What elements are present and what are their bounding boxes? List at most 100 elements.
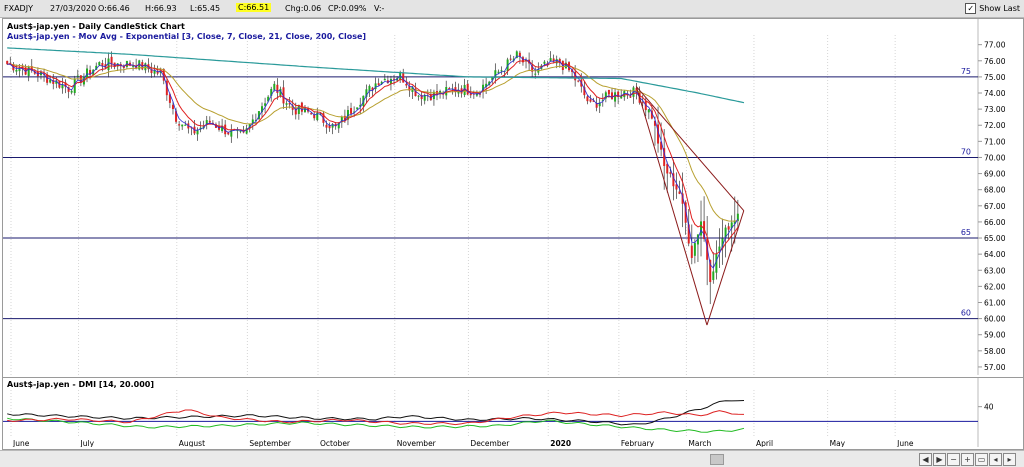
scroll-left-button[interactable]: ◀ xyxy=(919,453,932,466)
candle-up xyxy=(107,58,110,71)
horizontal-line-label: 65 xyxy=(961,228,971,237)
candle-up xyxy=(693,243,696,256)
candle-down xyxy=(678,191,681,194)
price-chart[interactable]: Aust$-jap.yen - Daily CandleStick Chart … xyxy=(3,19,1021,375)
candle-down xyxy=(224,124,227,135)
price-tick-label: 65.00 xyxy=(984,234,1006,243)
candle-up xyxy=(423,94,426,101)
candle-down xyxy=(350,108,353,114)
x-tick-label: June xyxy=(12,439,30,447)
candle-up xyxy=(620,95,623,99)
candle-up xyxy=(270,88,273,96)
x-tick-label: February xyxy=(621,439,655,447)
candle-down xyxy=(571,69,574,72)
candle-up xyxy=(623,91,626,98)
candle-up xyxy=(534,73,537,75)
price-tick-label: 72.00 xyxy=(984,121,1006,130)
candle-up xyxy=(340,116,343,123)
candle-up xyxy=(718,246,721,252)
candle-up xyxy=(715,253,718,273)
candle-up xyxy=(439,91,442,94)
candle-down xyxy=(635,88,638,93)
price-tick-label: 76.00 xyxy=(984,57,1006,66)
horizontal-scrollbar[interactable]: ◀ ▶ − + ▭ ◂ ▸ xyxy=(0,450,1024,467)
price-tick-label: 67.00 xyxy=(984,202,1006,211)
candle-up xyxy=(331,124,334,128)
candle-up xyxy=(564,62,567,69)
dmi-chart[interactable]: Aust$-jap.yen - DMI [14, 20.000] 40 June J… xyxy=(3,378,1021,448)
candle-down xyxy=(6,60,9,65)
candle-down xyxy=(408,85,411,91)
candle-up xyxy=(555,59,558,64)
trendline xyxy=(635,86,745,211)
candle-up xyxy=(61,84,64,89)
candle-up xyxy=(721,238,724,248)
candle-up xyxy=(199,127,202,130)
x-tick-label: July xyxy=(80,439,95,447)
candle-down xyxy=(310,113,313,115)
fit-button[interactable]: ▭ xyxy=(975,453,988,466)
candle-down xyxy=(586,96,589,102)
price-tick-label: 66.00 xyxy=(984,218,1006,227)
candle-down xyxy=(30,66,33,71)
show-last-checkbox[interactable]: ✓ xyxy=(965,3,977,14)
page-right-button[interactable]: ▸ xyxy=(1003,453,1016,466)
scrollbar-thumb[interactable] xyxy=(710,454,724,465)
scroll-right-button[interactable]: ▶ xyxy=(933,453,946,466)
price-tick-label: 58.00 xyxy=(984,347,1006,356)
candle-down xyxy=(227,132,230,135)
candle-down xyxy=(110,56,113,65)
candle-down xyxy=(328,125,331,129)
x-tick-label: November xyxy=(397,439,437,447)
candle-up xyxy=(604,92,607,99)
candle-down xyxy=(104,64,107,68)
candle-down xyxy=(178,124,181,126)
candle-down xyxy=(113,62,116,68)
dmi-tick-label: 40 xyxy=(984,403,994,412)
candle-down xyxy=(641,102,644,104)
candle-down xyxy=(607,89,610,95)
candle-down xyxy=(208,120,211,123)
candle-down xyxy=(558,58,561,64)
candle-down xyxy=(531,65,534,72)
candle-up xyxy=(76,75,79,77)
candle-down xyxy=(448,88,451,90)
price-panel[interactable]: Aust$-jap.yen - Daily CandleStick Chart … xyxy=(2,18,1024,378)
zoom-in-button[interactable]: + xyxy=(961,453,974,466)
candle-down xyxy=(175,111,178,122)
candle-down xyxy=(288,102,291,105)
candle-up xyxy=(279,88,282,96)
candle-down xyxy=(552,58,555,62)
candle-down xyxy=(393,78,396,80)
candle-up xyxy=(700,221,703,236)
price-tick-label: 57.00 xyxy=(984,363,1006,372)
show-last-toggle[interactable]: ✓ Show Last xyxy=(965,3,1020,14)
price-tick-label: 69.00 xyxy=(984,170,1006,179)
price-tick-label: 68.00 xyxy=(984,186,1006,195)
candle-up xyxy=(543,61,546,64)
candle-down xyxy=(402,73,405,83)
zoom-out-button[interactable]: − xyxy=(947,453,960,466)
page-left-button[interactable]: ◂ xyxy=(989,453,1002,466)
candle-down xyxy=(595,102,598,108)
candle-up xyxy=(153,70,156,74)
candle-down xyxy=(454,87,457,92)
candle-up xyxy=(601,99,604,101)
candle-up xyxy=(389,78,392,84)
candle-up xyxy=(184,124,187,126)
candle-up xyxy=(70,90,73,93)
candle-up xyxy=(39,71,42,76)
quote-toolbar: FXADJY 27/03/2020 O:66.46 H:66.93 L:65.4… xyxy=(0,0,1024,18)
change-text: Chg:0.06 xyxy=(285,4,322,13)
candle-down xyxy=(687,224,690,244)
candle-down xyxy=(67,87,70,92)
candle-up xyxy=(261,106,264,112)
horizontal-line-label: 70 xyxy=(961,147,971,156)
price-tick-label: 71.00 xyxy=(984,137,1006,146)
dmi-panel[interactable]: Aust$-jap.yen - DMI [14, 20.000] 40 June J… xyxy=(2,377,1024,450)
dmi-series-di xyxy=(7,417,745,433)
candle-up xyxy=(491,77,494,81)
candle-down xyxy=(690,245,693,258)
candle-up xyxy=(733,220,736,224)
candle-down xyxy=(89,69,92,75)
